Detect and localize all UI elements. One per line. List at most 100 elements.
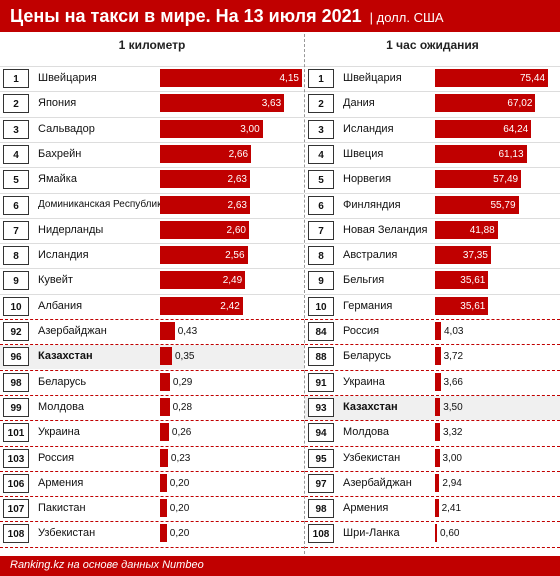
row-divider xyxy=(0,319,304,320)
value-label: 0,43 xyxy=(177,326,198,337)
country-label: Норвегия xyxy=(343,173,392,185)
bar xyxy=(160,449,168,467)
rank-badge: 103 xyxy=(3,449,29,468)
value-label: 2,49 xyxy=(222,275,243,286)
country-label: Россия xyxy=(38,452,75,464)
row-divider xyxy=(0,66,304,67)
row-divider xyxy=(0,370,304,371)
bar xyxy=(435,170,522,188)
row-divider xyxy=(0,521,304,522)
left-panel-title: 1 километр xyxy=(118,38,186,52)
country-label: Украина xyxy=(38,426,80,438)
row-divider xyxy=(0,547,304,548)
bar xyxy=(160,94,285,112)
row-divider xyxy=(0,243,304,244)
value-label: 3,50 xyxy=(443,402,463,413)
value-label: 37,35 xyxy=(462,250,488,261)
value-label: 2,41 xyxy=(441,503,462,514)
bar xyxy=(435,196,519,214)
row-divider xyxy=(305,66,560,67)
rank-badge: 92 xyxy=(3,322,29,341)
value-label: 75,44 xyxy=(520,73,546,84)
value-label: 2,94 xyxy=(442,478,462,489)
bar xyxy=(160,499,167,517)
rank-badge: 6 xyxy=(308,196,334,215)
rank-badge: 7 xyxy=(308,221,334,240)
rank-badge: 91 xyxy=(308,373,334,392)
chart-footer: Ranking.kz на основе данных Numbeo xyxy=(0,556,560,576)
value-label: 57,49 xyxy=(493,174,519,185)
bar xyxy=(435,246,491,264)
country-label: Бельгия xyxy=(343,274,385,286)
bar xyxy=(160,145,251,163)
bar xyxy=(160,398,170,416)
row-divider xyxy=(305,420,560,421)
rank-badge: 101 xyxy=(3,423,29,442)
rank-badge: 10 xyxy=(308,297,334,316)
country-label: Россия xyxy=(343,325,380,337)
country-label: Азербайджан xyxy=(38,325,107,337)
rank-badge: 10 xyxy=(3,297,29,316)
country-label: Украина xyxy=(343,376,385,388)
value-label: 2,42 xyxy=(220,301,240,312)
right-panel-title: 1 час ожидания xyxy=(386,38,479,52)
bar xyxy=(160,322,175,340)
row-divider xyxy=(0,268,304,269)
country-label: Албания xyxy=(38,300,83,312)
value-label: 0,29 xyxy=(172,377,193,388)
bar xyxy=(435,120,532,138)
rank-badge: 9 xyxy=(3,271,29,290)
value-label: 35,61 xyxy=(460,301,486,312)
value-label: 64,24 xyxy=(503,124,529,135)
highlight-row xyxy=(305,396,560,420)
row-divider xyxy=(0,471,304,472)
country-label: Нидерланды xyxy=(38,224,104,236)
currency-unit: | долл. США xyxy=(369,10,444,25)
value-label: 3,00 xyxy=(442,453,462,464)
bar xyxy=(435,449,440,467)
rank-badge: 98 xyxy=(308,499,334,518)
rank-badge: 93 xyxy=(308,398,334,417)
rank-badge: 96 xyxy=(3,347,29,366)
rank-badge: 6 xyxy=(3,196,29,215)
value-label: 3,32 xyxy=(443,427,463,438)
bar xyxy=(160,69,302,87)
bar xyxy=(435,69,548,87)
rank-badge: 88 xyxy=(308,347,334,366)
row-divider xyxy=(305,268,560,269)
country-label: Шри-Ланка xyxy=(343,527,400,539)
country-label: Молдова xyxy=(343,426,389,438)
bar xyxy=(435,474,440,492)
value-label: 3,72 xyxy=(443,351,464,362)
value-label: 2,66 xyxy=(228,149,249,160)
row-divider xyxy=(305,521,560,522)
country-label: Молдова xyxy=(38,401,84,413)
bar xyxy=(435,322,441,340)
rank-badge: 7 xyxy=(3,221,29,240)
row-divider xyxy=(0,167,304,168)
row-divider xyxy=(0,294,304,295)
row-divider xyxy=(305,344,560,345)
row-divider xyxy=(305,395,560,396)
rank-badge: 3 xyxy=(3,120,29,139)
rank-badge: 94 xyxy=(308,423,334,442)
value-label: 4,03 xyxy=(444,326,464,337)
bar xyxy=(160,246,248,264)
row-divider xyxy=(305,446,560,447)
row-divider xyxy=(0,344,304,345)
country-label: Беларусь xyxy=(343,350,392,362)
chart-title-wrap: Цены на такси в мире. На 13 июля 2021 | д… xyxy=(10,6,444,27)
rank-badge: 107 xyxy=(3,499,29,518)
highlight-row xyxy=(0,345,304,369)
row-divider xyxy=(305,167,560,168)
rank-badge: 4 xyxy=(308,145,334,164)
country-label: Армения xyxy=(38,477,84,489)
country-label: Азербайджан xyxy=(343,477,412,489)
rank-badge: 84 xyxy=(308,322,334,341)
rank-badge: 98 xyxy=(3,373,29,392)
bar xyxy=(435,423,440,441)
value-label: 2,60 xyxy=(226,225,246,236)
value-label: 0,60 xyxy=(440,528,460,539)
chart-title: Цены на такси в мире. На 13 июля 2021 xyxy=(10,6,362,26)
value-label: 67,02 xyxy=(507,98,533,109)
